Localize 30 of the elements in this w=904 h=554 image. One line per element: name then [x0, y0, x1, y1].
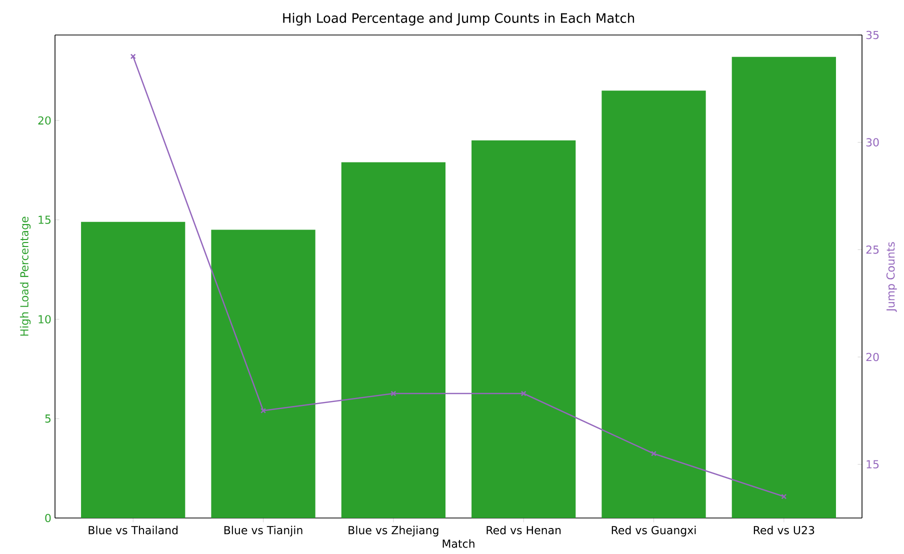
- point: [260, 408, 266, 414]
- point: [650, 450, 657, 456]
- point: [520, 390, 526, 396]
- bar: [211, 230, 316, 518]
- x-tick-label: Blue vs Zhejiang: [348, 526, 438, 536]
- bar: [81, 222, 186, 518]
- bar: [341, 162, 446, 518]
- x-tick-label: Red vs Guangxi: [612, 526, 696, 536]
- y2-tick-label: 20: [866, 352, 879, 362]
- y2-tick-label: 35: [866, 30, 879, 40]
- y-axis-title: High Load Percentage: [20, 216, 31, 336]
- y-tick-label: 10: [38, 315, 51, 324]
- x-tick-label: Blue vs Tianjin: [224, 526, 302, 536]
- y2-tick-label: 15: [866, 460, 879, 468]
- y-tick-label: 15: [38, 216, 51, 224]
- y2-tick-label: 25: [866, 246, 879, 254]
- y-tick-label: 20: [38, 116, 51, 125]
- x-tick-label: Red vs U23: [754, 526, 814, 534]
- point: [390, 390, 396, 396]
- x-tick-label: Red vs Henan: [486, 526, 561, 534]
- y2-tick-label: 30: [866, 138, 879, 146]
- bar: [472, 140, 576, 518]
- y-tick-label: 5: [45, 414, 51, 423]
- bar: [732, 56, 836, 518]
- y2-axis-title: Jump Counts: [886, 242, 897, 312]
- bar: [602, 90, 706, 518]
- chart-title: High Load Percentage and Jump Counts in Each Match: [283, 12, 634, 26]
- x-tick-label: Blue vs Thailand: [88, 526, 178, 534]
- y-tick-label: 0: [45, 514, 51, 522]
- x-axis-title: Match: [442, 539, 474, 548]
